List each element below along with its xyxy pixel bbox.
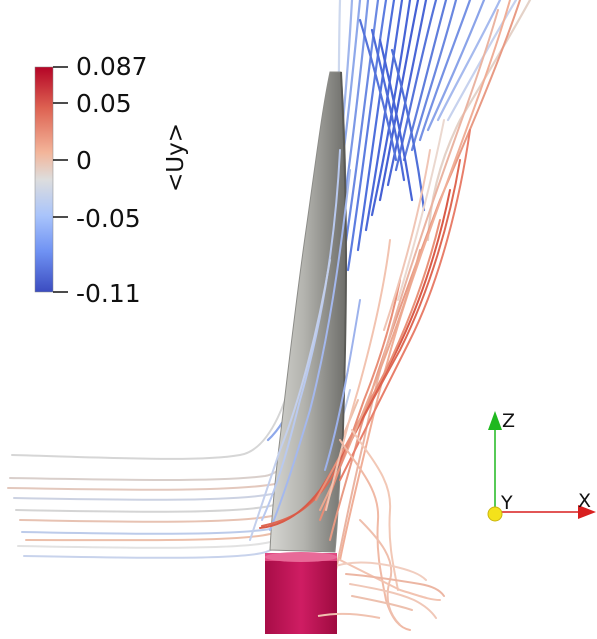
x-axis-arrow — [578, 505, 596, 519]
colorbar-title: <Uy> — [163, 123, 189, 192]
tower — [265, 561, 337, 634]
y-axis-label: Y — [501, 492, 513, 514]
colorbar-max-label: 0.087 — [76, 52, 148, 81]
colorbar-tick-label-3: -0.05 — [76, 204, 141, 233]
colorbar-tick-label-2: 0 — [76, 146, 92, 175]
streamlines-red — [259, 0, 521, 631]
colorbar-gradient — [34, 66, 54, 293]
x-axis-label: X — [578, 490, 592, 512]
colorbar — [34, 66, 68, 293]
axes-triad — [487, 411, 596, 522]
streamlines-front — [249, 149, 361, 541]
y-axis-dot — [487, 506, 503, 522]
colorbar-tick-label-1: 0.05 — [76, 89, 132, 118]
colorbar-min-label: -0.11 — [76, 279, 141, 308]
z-axis-arrow — [488, 411, 502, 430]
z-axis-label: Z — [502, 410, 516, 432]
